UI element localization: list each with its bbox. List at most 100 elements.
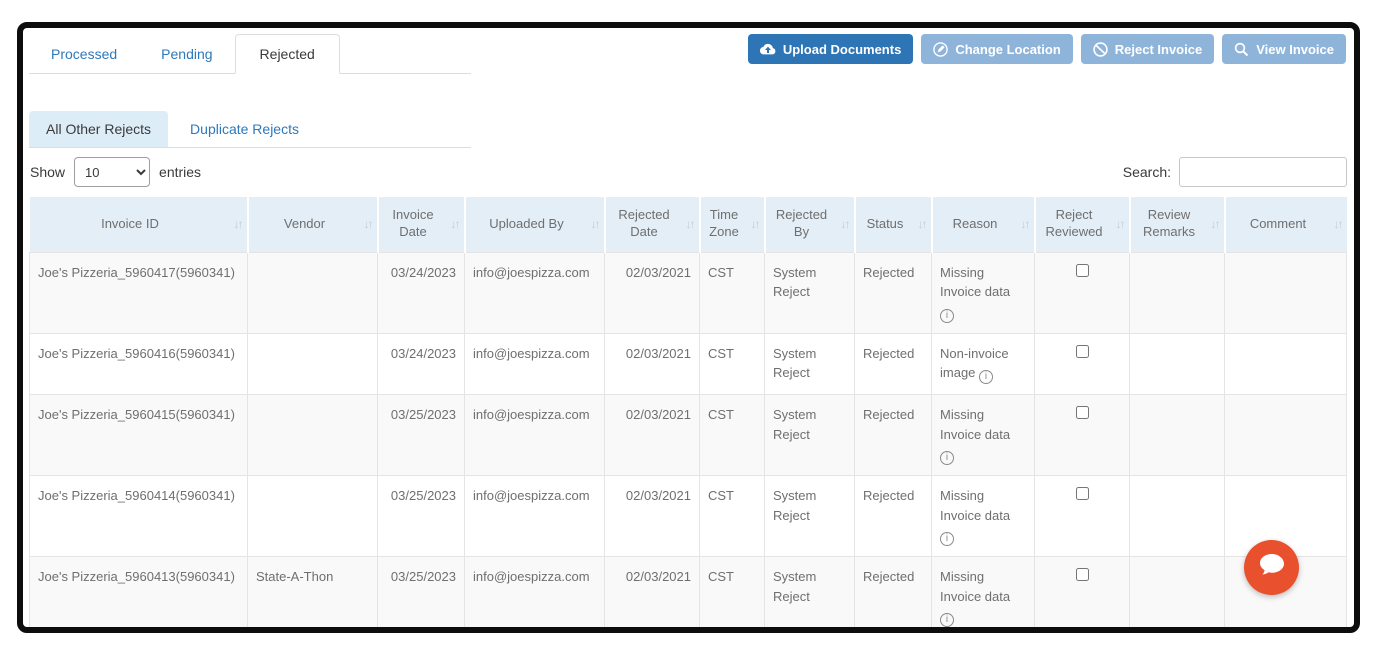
cell-status: Rejected — [854, 394, 932, 476]
cell-review-remarks — [1129, 394, 1225, 476]
view-invoice-button[interactable]: View Invoice — [1222, 34, 1346, 64]
cell-invoice-id: Joe's Pizzeria_5960414(5960341) — [29, 475, 248, 557]
sort-icon: ↓↑ — [590, 216, 601, 231]
cell-invoice-id: Joe's Pizzeria_5960416(5960341) — [29, 332, 248, 395]
view-invoice-label: View Invoice — [1256, 41, 1334, 57]
sort-icon: ↓↑ — [1333, 216, 1344, 231]
reject-invoice-label: Reject Invoice — [1114, 41, 1203, 57]
column-header-vendor[interactable]: Vendor ↓↑ — [246, 197, 378, 252]
app-window: Processed Pending Rejected Upload Docume… — [17, 22, 1360, 633]
upload-documents-button[interactable]: Upload Documents — [747, 34, 914, 64]
reject-reviewed-checkbox[interactable] — [1075, 263, 1089, 277]
cell-rejected-date: 02/03/2021 — [604, 475, 700, 557]
cell-rejected-date: 02/03/2021 — [604, 556, 700, 627]
reason-text: Missing Invoice data — [940, 488, 1011, 523]
column-header-rejected-by[interactable]: Rejected By ↓↑ — [763, 197, 855, 252]
toolbar: Upload Documents Change Location Reject … — [747, 34, 1346, 64]
column-label: Vendor — [283, 215, 326, 231]
cell-status: Rejected — [854, 251, 932, 334]
cell-vendor — [247, 475, 378, 557]
column-header-invoice-date[interactable]: Invoice Date ↓↑ — [376, 197, 465, 252]
chat-launcher-button[interactable] — [1244, 540, 1299, 595]
column-header-invoice-id[interactable]: Invoice ID ↓↑ — [29, 197, 248, 252]
cell-invoice-date: 03/25/2023 — [377, 394, 465, 476]
column-label: Rejected By — [775, 207, 828, 240]
cloud-upload-icon — [759, 43, 776, 56]
cell-time-zone: CST — [699, 332, 765, 395]
cell-status: Rejected — [854, 556, 932, 627]
table-row: Joe's Pizzeria_5960414(5960341) 03/25/202… — [29, 475, 1347, 557]
reject-subtab-bar: All Other Rejects Duplicate Rejects — [29, 110, 471, 148]
search-input[interactable] — [1179, 157, 1347, 187]
sort-icon: ↓↑ — [363, 216, 374, 231]
cell-invoice-id: Joe's Pizzeria_5960415(5960341) — [29, 394, 248, 476]
reason-text: Missing Invoice data — [940, 264, 1011, 300]
column-header-review-remarks[interactable]: Review Remarks ↓↑ — [1128, 197, 1225, 252]
column-header-time-zone[interactable]: Time Zone ↓↑ — [698, 197, 765, 252]
cell-uploaded-by: info@joespizza.com — [464, 556, 605, 627]
show-label: Show — [30, 164, 66, 180]
reject-invoice-button[interactable]: Reject Invoice — [1080, 34, 1215, 64]
table-header-row: Invoice ID ↓↑ Vendor ↓↑ Invoice Date ↓↑ Upload… — [29, 197, 1347, 252]
cell-comment — [1224, 251, 1347, 334]
cell-vendor — [247, 332, 378, 395]
cell-reject-reviewed — [1034, 251, 1130, 334]
cell-rejected-by: System Reject — [764, 556, 855, 627]
cell-vendor — [247, 394, 378, 476]
main-tab-bar: Processed Pending Rejected — [29, 32, 471, 74]
info-icon[interactable]: i — [940, 451, 954, 465]
cell-reject-reviewed — [1034, 475, 1130, 557]
info-icon[interactable]: i — [979, 370, 994, 384]
reject-reviewed-checkbox[interactable] — [1075, 406, 1089, 419]
cell-invoice-id: Joe's Pizzeria_5960413(5960341) — [29, 556, 248, 627]
page-size-select[interactable]: 10 — [74, 157, 151, 187]
column-header-status[interactable]: Status ↓↑ — [853, 197, 932, 252]
reject-reviewed-checkbox[interactable] — [1075, 344, 1089, 358]
cell-reason: Missing Invoice data i — [931, 556, 1035, 627]
reject-reviewed-checkbox[interactable] — [1075, 487, 1089, 500]
cell-reject-reviewed — [1034, 394, 1130, 476]
cell-rejected-date: 02/03/2021 — [604, 332, 700, 395]
column-header-comment[interactable]: Comment ↓↑ — [1223, 197, 1347, 252]
sort-icon: ↓↑ — [1210, 216, 1221, 231]
column-header-reject-reviewed[interactable]: Reject Reviewed ↓↑ — [1033, 197, 1130, 252]
info-icon[interactable]: i — [940, 613, 954, 627]
info-icon[interactable]: i — [940, 308, 954, 323]
reason-text: Missing Invoice data — [940, 407, 1011, 442]
cell-invoice-date: 03/25/2023 — [377, 475, 465, 557]
change-location-label: Change Location — [955, 41, 1061, 57]
column-header-uploaded-by[interactable]: Uploaded By ↓↑ — [463, 197, 605, 252]
column-label: Review Remarks — [1142, 207, 1195, 240]
change-location-button[interactable]: Change Location — [921, 34, 1073, 64]
tab-rejected[interactable]: Rejected — [234, 34, 340, 74]
tab-pending[interactable]: Pending — [161, 46, 213, 62]
cell-review-remarks — [1129, 251, 1225, 334]
column-header-reason[interactable]: Reason ↓↑ — [930, 197, 1035, 252]
sort-icon: ↓↑ — [685, 216, 696, 231]
sort-icon: ↓↑ — [1115, 216, 1126, 231]
chat-bubble-icon — [1258, 552, 1286, 583]
cell-rejected-date: 02/03/2021 — [604, 251, 700, 334]
cell-reject-reviewed — [1034, 556, 1130, 627]
column-header-rejected-date[interactable]: Rejected Date ↓↑ — [603, 197, 700, 252]
cell-invoice-date: 03/24/2023 — [377, 332, 465, 395]
subtab-duplicate-rejects[interactable]: Duplicate Rejects — [190, 121, 299, 137]
table-row: Joe's Pizzeria_5960417(5960341) 03/24/202… — [29, 251, 1347, 334]
info-icon[interactable]: i — [940, 532, 954, 546]
tab-processed[interactable]: Processed — [51, 46, 118, 62]
column-label: Reason — [952, 215, 998, 231]
sort-icon: ↓↑ — [1020, 216, 1031, 231]
cell-rejected-by: System Reject — [764, 394, 855, 476]
table-controls: Show 10 entries Search: — [29, 157, 1348, 187]
upload-documents-label: Upload Documents — [782, 41, 902, 57]
cell-uploaded-by: info@joespizza.com — [464, 394, 605, 476]
cell-time-zone: CST — [699, 556, 765, 627]
subtab-all-other-rejects[interactable]: All Other Rejects — [29, 111, 169, 147]
cell-reason: Missing Invoice data i — [931, 475, 1035, 557]
cell-vendor — [247, 251, 378, 334]
reject-reviewed-checkbox[interactable] — [1075, 568, 1089, 581]
cell-status: Rejected — [854, 475, 932, 557]
cell-uploaded-by: info@joespizza.com — [464, 475, 605, 557]
cell-review-remarks — [1129, 556, 1225, 627]
cell-reason: Missing Invoice data i — [931, 394, 1035, 476]
